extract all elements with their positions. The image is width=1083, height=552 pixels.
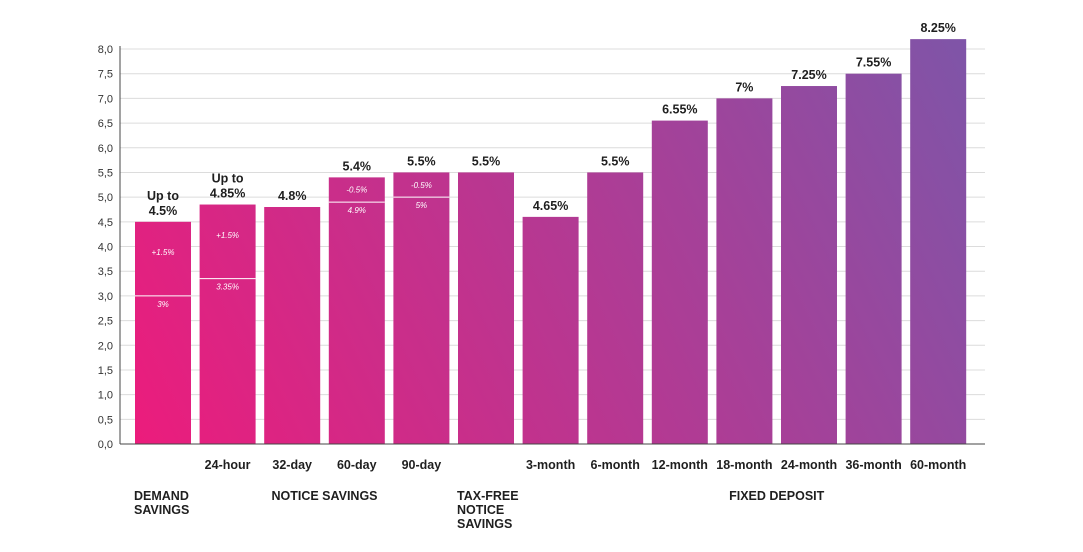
x-tick-label: 6-month [591,458,640,472]
group-label: FIXED DEPOSIT [729,489,825,503]
bar-value-label: 5.5% [601,154,630,168]
y-tick-label: 1,5 [98,365,113,377]
y-tick-label: 5,0 [98,192,113,204]
group-label: NOTICE [457,503,504,517]
y-tick-label: 2,5 [98,316,113,328]
y-tick-label: 0,0 [98,439,113,451]
bar-value-label: 7% [735,80,753,94]
y-tick-label: 2,0 [98,340,113,352]
y-tick-label: 3,0 [98,291,113,303]
bar-base-label: 5% [416,201,428,210]
bar-extra-label: +1.5% [152,248,175,257]
bar-base-label: 4.9% [348,206,366,215]
group-label: DEMAND [134,489,189,503]
x-tick-label: 12-month [652,458,708,472]
bar-extra-label: +1.5% [216,231,239,240]
y-tick-label: 7,5 [98,69,113,81]
y-tick-label: 6,0 [98,143,113,155]
bar-extra-label: -0.5% [346,186,367,195]
bar [393,172,450,444]
group-label: TAX-FREE [457,489,519,503]
y-tick-label: 4,5 [98,217,113,229]
bar [328,177,385,444]
bar-value-label: Up to [147,189,179,203]
bar [264,207,321,444]
group-label: SAVINGS [457,517,512,531]
bar-value-label: 7.55% [856,56,891,70]
x-tick-label: 90-day [402,458,442,472]
bar-value-label: 5.4% [343,159,372,173]
y-axis: 0,0 0,5 1,0 1,5 2,0 2,5 3,0 3,5 4,0 4,5 5,0 5,5 6,0 6… [98,44,121,451]
bar-value-label: 4.65% [533,199,568,213]
x-axis: 24-hour 32-day 60-day 90-day 3-month 6-month 1… [120,443,985,472]
bar [199,204,256,444]
y-tick-label: 8,0 [98,44,113,56]
bar-value-label: 8.25% [920,21,955,35]
bar [910,39,967,444]
bar [587,172,644,444]
bar [845,73,902,444]
group-label: NOTICE SAVINGS [271,489,377,503]
bar-value-label: 5.5% [472,154,501,168]
x-tick-label: 3-month [526,458,575,472]
y-tick-label: 4,0 [98,242,113,254]
y-tick-label: 5,5 [98,167,113,179]
bar-value-label: 4.85% [210,187,245,201]
x-tick-label: 36-month [845,458,901,472]
bar [522,216,579,444]
bar-base-label: 3% [157,300,169,309]
bar-value-label: 4.8% [278,189,307,203]
y-tick-label: 0,5 [98,414,113,426]
x-tick-label: 60-day [337,458,377,472]
group-label: SAVINGS [134,503,189,517]
bars: Up to4.5%3%+1.5%Up to4.85%3.35%+1.5%4.8%… [135,21,967,444]
bar [781,86,837,444]
y-tick-label: 1,0 [98,390,113,402]
x-tick-label: 24-hour [205,458,251,472]
y-tick-label: 6,5 [98,118,113,130]
y-tick-label: 7,0 [98,93,113,105]
bar-value-label: Up to [212,172,244,186]
bar [135,221,191,444]
x-tick-label: 24-month [781,458,837,472]
bar-base-label: 3.35% [216,283,239,292]
bar-value-label: 7.25% [791,68,826,82]
bar [651,120,708,444]
x-tick-label: 32-day [272,458,312,472]
bar-value-label: 5.5% [407,154,436,168]
x-tick-label: 18-month [716,458,772,472]
bar [716,98,773,444]
y-tick-label: 3,5 [98,266,113,278]
x-tick-label: 60-month [910,458,966,472]
bar-value-label: 4.5% [149,204,178,218]
bar [458,172,514,444]
bar-value-label: 6.55% [662,103,697,117]
bar-extra-label: -0.5% [411,181,432,190]
